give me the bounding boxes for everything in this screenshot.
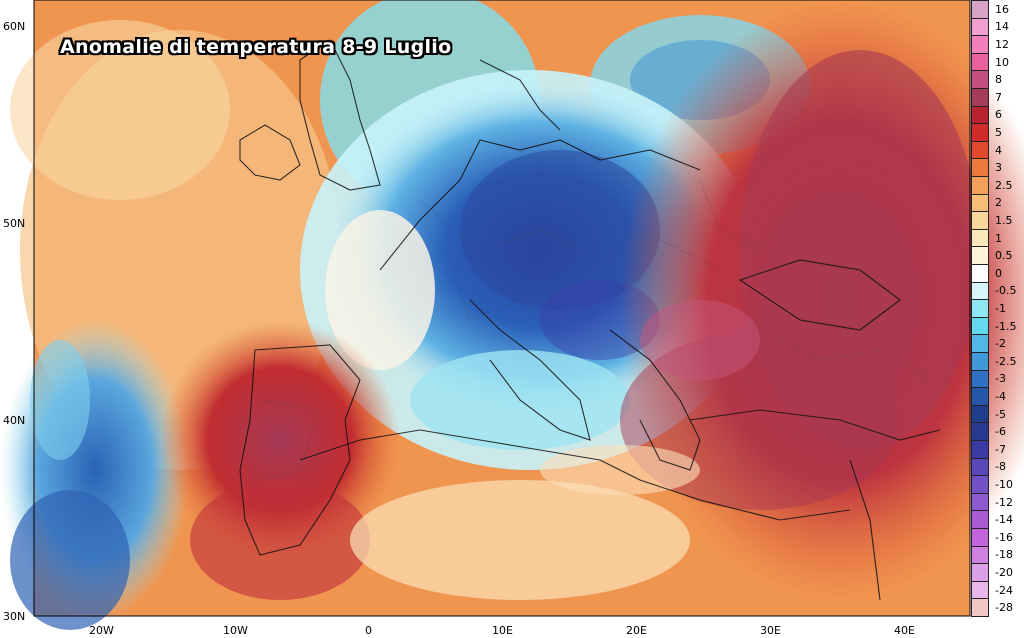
colorbar-swatch xyxy=(971,35,989,54)
colorbar-label: 2 xyxy=(995,196,1002,210)
lat-label-60n: 60N xyxy=(3,20,26,33)
colorbar-swatch xyxy=(971,123,989,142)
colorbar-label: 3 xyxy=(995,161,1002,175)
colorbar-swatch xyxy=(971,422,989,441)
colorbar-swatch xyxy=(971,404,989,424)
colorbar-swatch xyxy=(971,563,989,582)
colorbar-swatch xyxy=(971,105,989,125)
colorbar-label: -8 xyxy=(995,460,1006,474)
lat-label-50n: 50N xyxy=(3,217,26,230)
colorbar-swatch xyxy=(971,211,989,230)
colorbar-swatch xyxy=(971,352,989,371)
colorbar-label: -4 xyxy=(995,390,1006,403)
colorbar-label: -16 xyxy=(995,530,1013,544)
colorbar-label: 14 xyxy=(995,20,1009,34)
lat-label-30n: 30N xyxy=(3,610,26,623)
colorbar-swatch xyxy=(971,545,989,565)
colorbar-swatch xyxy=(971,475,989,494)
colorbar-swatch xyxy=(971,88,989,107)
colorbar-label: -2 xyxy=(995,337,1006,351)
colorbar-label: -0.5 xyxy=(995,284,1017,298)
lon-label-40e: 40E xyxy=(894,624,915,637)
colorbar-label: -12 xyxy=(995,495,1013,509)
colorbar-swatch xyxy=(971,193,989,213)
colorbar-label: 6 xyxy=(995,108,1002,122)
colorbar-swatch xyxy=(971,176,989,195)
map-title: Anomalie di temperatura 8-9 Luglio xyxy=(60,36,452,58)
colorbar-label: 8 xyxy=(995,73,1002,87)
colorbar-swatch xyxy=(971,299,989,318)
colorbar-label: 1 xyxy=(995,231,1002,245)
colorbar-label: -1 xyxy=(995,302,1006,315)
colorbar-label: -7 xyxy=(995,442,1006,456)
colorbar-label: 1.5 xyxy=(995,214,1013,227)
colorbar-swatch xyxy=(971,158,989,177)
colorbar-swatch xyxy=(971,70,989,89)
lon-label-10w: 10W xyxy=(223,624,248,637)
lon-label-20w: 20W xyxy=(89,624,114,637)
lat-label-40n: 40N xyxy=(3,414,26,427)
colorbar-swatch xyxy=(971,528,989,547)
colorbar-label: 16 xyxy=(995,2,1009,16)
colorbar-label: 0.5 xyxy=(995,249,1013,263)
colorbar-label: -10 xyxy=(995,478,1013,491)
colorbar: 16 14 12 10 8 7 6 5 4 3 2.5 2 1.5 1 0.5 0 -0.5 -1 -1.5 -2 -2… xyxy=(971,0,1024,617)
colorbar-label: -5 xyxy=(995,407,1006,421)
colorbar-label: -3 xyxy=(995,372,1006,386)
colorbar-label: -28 xyxy=(995,601,1013,615)
colorbar-swatch xyxy=(971,228,989,248)
colorbar-label: 2.5 xyxy=(995,178,1013,192)
colorbar-label: -6 xyxy=(995,425,1006,439)
colorbar-label: 5 xyxy=(995,126,1002,139)
colorbar-label: -14 xyxy=(995,513,1013,527)
colorbar-swatch xyxy=(971,0,989,19)
colorbar-swatch xyxy=(971,17,989,37)
colorbar-swatch xyxy=(971,316,989,336)
colorbar-swatch xyxy=(971,387,989,406)
colorbar-label: -18 xyxy=(995,548,1013,562)
colorbar-swatch xyxy=(971,369,989,389)
colorbar-label: -20 xyxy=(995,566,1013,579)
lon-label-20e: 20E xyxy=(626,624,647,637)
colorbar-label: 12 xyxy=(995,38,1009,51)
colorbar-swatch xyxy=(971,492,989,512)
colorbar-swatch xyxy=(971,140,989,160)
colorbar-swatch xyxy=(971,264,989,283)
colorbar-label: -1.5 xyxy=(995,319,1017,333)
lon-label-10e: 10E xyxy=(492,624,513,637)
colorbar-label: -2.5 xyxy=(995,354,1017,368)
colorbar-swatch xyxy=(971,52,989,72)
colorbar-label: -24 xyxy=(995,583,1013,597)
colorbar-swatch xyxy=(971,457,989,477)
colorbar-swatch xyxy=(971,580,989,600)
colorbar-swatch xyxy=(971,510,989,529)
colorbar-label: 10 xyxy=(995,55,1009,69)
lon-label-0: 0 xyxy=(365,624,372,637)
colorbar-swatch xyxy=(971,598,989,617)
colorbar-swatch xyxy=(971,440,989,459)
colorbar-swatch xyxy=(971,334,989,353)
lon-label-30e: 30E xyxy=(760,624,781,637)
colorbar-swatch xyxy=(971,281,989,301)
colorbar-label: 4 xyxy=(995,143,1002,157)
colorbar-label: 0 xyxy=(995,266,1002,280)
colorbar-swatch xyxy=(971,246,989,265)
coastlines xyxy=(239,39,941,601)
colorbar-label: 7 xyxy=(995,90,1002,104)
